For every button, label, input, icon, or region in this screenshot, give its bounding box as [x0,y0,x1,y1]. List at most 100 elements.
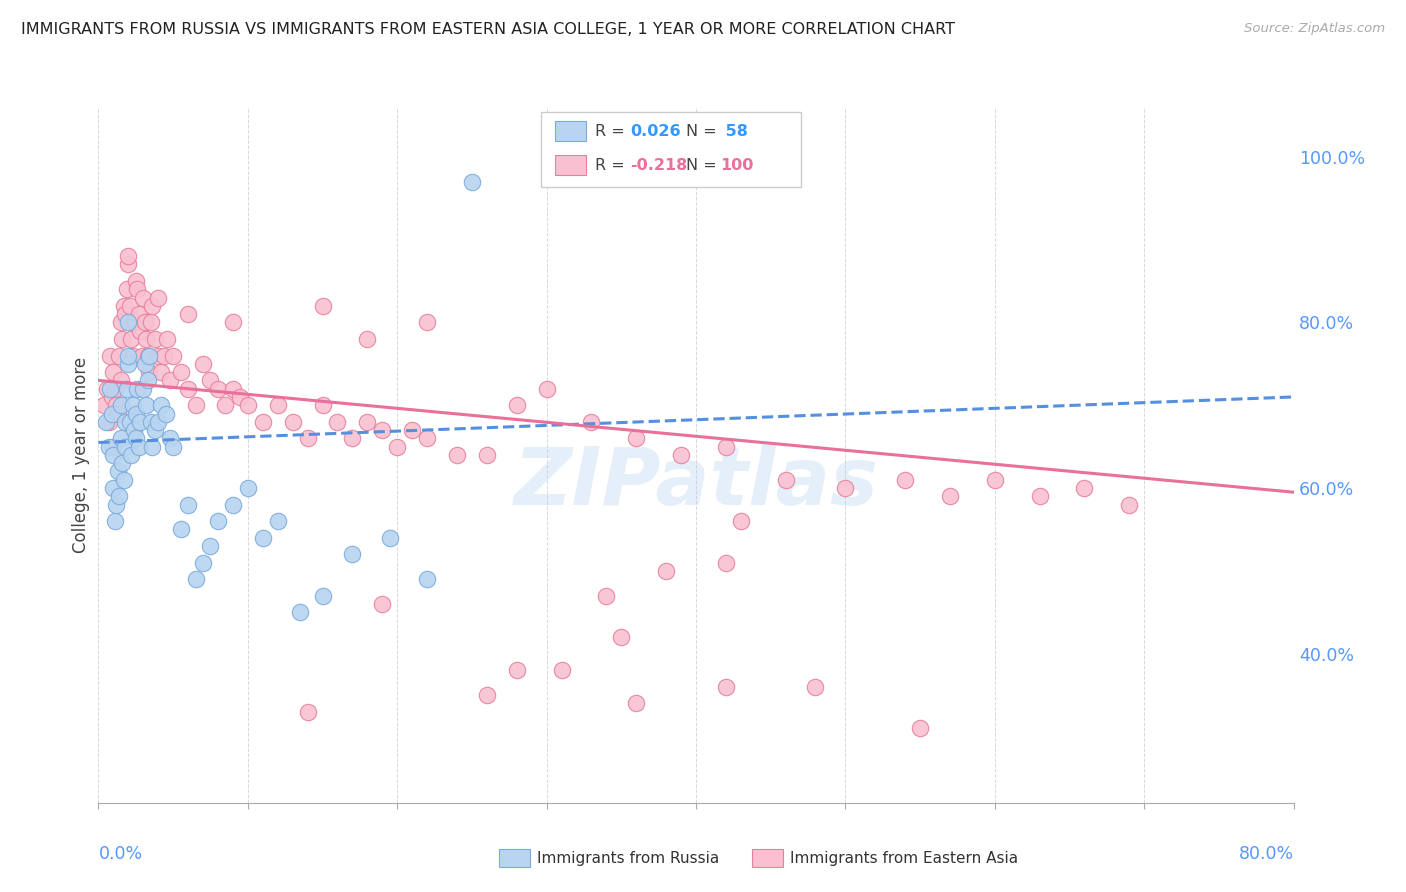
Point [342,431,364,445]
Point [669,448,692,462]
Point [117,357,139,371]
Text: 80.0%: 80.0% [1239,845,1294,863]
Point [177,382,200,396]
Point [159,373,181,387]
Point [371,423,394,437]
Text: -0.218: -0.218 [630,158,688,172]
Point [342,547,364,561]
Point [131,349,153,363]
Point [326,415,349,429]
Point [111,332,134,346]
Text: R =: R = [595,124,630,138]
Point [141,299,163,313]
Point [103,365,125,379]
Text: 0.0%: 0.0% [98,845,142,863]
Point [610,630,633,644]
Point [105,498,128,512]
Point [804,680,827,694]
Point [311,299,333,313]
Point [117,249,139,263]
Text: 100: 100 [720,158,754,172]
Point [124,315,146,329]
Point [222,315,245,329]
Point [162,349,184,363]
Point [288,605,311,619]
Point [714,680,737,694]
Point [184,398,207,412]
Point [550,663,572,677]
Point [103,448,125,462]
Point [103,481,125,495]
Point [475,448,498,462]
Point [115,282,138,296]
Point [132,382,155,396]
Point [730,514,752,528]
Point [112,473,135,487]
Point [97,415,120,429]
Point [1073,481,1095,495]
Point [125,431,148,445]
Point [655,564,678,578]
Point [117,315,139,329]
Point [121,398,143,412]
Point [100,349,122,363]
Text: IMMIGRANTS FROM RUSSIA VS IMMIGRANTS FROM EASTERN ASIA COLLEGE, 1 YEAR OR MORE C: IMMIGRANTS FROM RUSSIA VS IMMIGRANTS FRO… [21,22,955,37]
Point [148,415,170,429]
Point [139,315,162,329]
Point [104,514,127,528]
Point [121,349,143,363]
Point [281,415,304,429]
Point [156,332,179,346]
Point [236,398,259,412]
Point [110,398,132,412]
Point [127,282,149,296]
Text: N =: N = [686,158,723,172]
Point [93,398,115,412]
Point [297,431,319,445]
Point [416,572,439,586]
Point [138,365,160,379]
Point [114,440,136,454]
Point [894,473,917,487]
Point [311,398,333,412]
Point [236,481,259,495]
Point [124,423,146,437]
Point [120,332,142,346]
Point [101,407,124,421]
Point [207,382,229,396]
Text: 58: 58 [720,124,748,138]
Point [108,349,131,363]
Point [416,431,439,445]
Point [117,349,139,363]
Point [118,415,141,429]
Point [200,373,222,387]
Point [135,332,157,346]
Point [378,531,401,545]
Text: N =: N = [686,124,723,138]
Point [252,531,274,545]
Point [939,489,962,503]
Point [162,440,184,454]
Point [252,415,274,429]
Point [128,440,150,454]
Point [536,382,558,396]
Point [114,307,136,321]
Point [110,373,132,387]
Point [356,332,378,346]
Point [626,431,648,445]
Point [125,407,148,421]
Point [114,415,136,429]
Text: R =: R = [595,158,630,172]
Point [475,688,498,702]
Point [117,257,139,271]
Point [103,440,125,454]
Point [134,357,156,371]
Point [141,440,163,454]
Point [595,589,617,603]
Point [385,440,409,454]
Point [136,349,159,363]
Point [169,365,191,379]
Point [153,349,176,363]
Point [297,705,319,719]
Point [132,291,155,305]
